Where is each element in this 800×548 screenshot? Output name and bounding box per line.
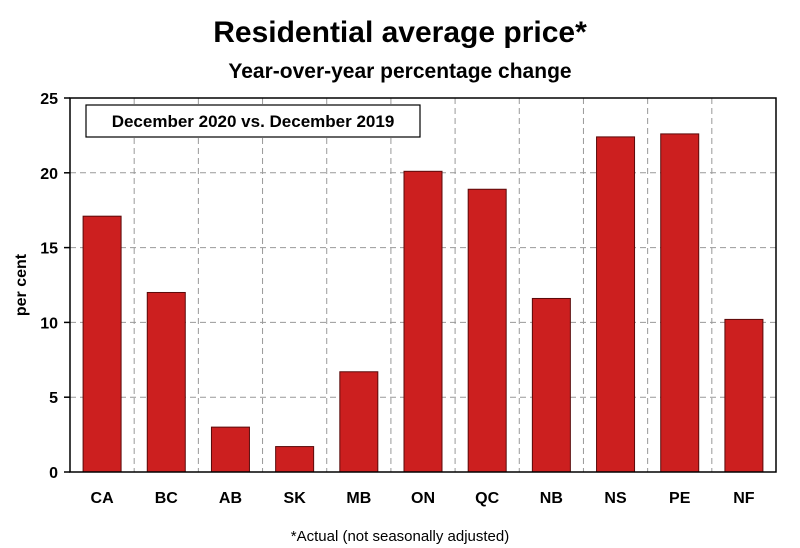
y-tick-label: 15 <box>40 241 58 258</box>
x-tick-label-pe: PE <box>669 490 691 507</box>
bar-bc <box>146 291 186 473</box>
y-tick-label: 5 <box>49 390 58 407</box>
chart-title: Residential average price* <box>213 16 587 49</box>
x-axis-ticks: CA BC AB SK MB ON QC NB NS PE NF <box>91 490 755 507</box>
x-tick-label-ns: NS <box>604 490 627 507</box>
x-tick-label-nf: NF <box>733 490 755 507</box>
legend-frame <box>85 104 421 138</box>
bar-nf <box>724 318 764 473</box>
bar-nb <box>531 297 571 473</box>
plot-frame <box>69 97 777 473</box>
y-tick-label: 10 <box>40 315 58 332</box>
bar-ab <box>210 426 250 473</box>
bar-qc <box>467 188 507 473</box>
bar-ca <box>82 215 122 473</box>
bars <box>82 133 764 473</box>
y-tick-label: 20 <box>40 166 58 183</box>
x-tick-label-ab: AB <box>219 490 242 507</box>
bar-ns <box>596 136 636 473</box>
bar-on <box>403 170 443 473</box>
footnote: *Actual (not seasonally adjusted) <box>291 528 509 545</box>
x-tick-label-nb: NB <box>540 490 563 507</box>
x-tick-label-sk: SK <box>284 490 307 507</box>
x-tick-label-qc: QC <box>475 490 499 507</box>
x-tick-label-on: ON <box>411 490 435 507</box>
y-axis-ticks: 0 5 10 15 20 25 <box>40 91 70 482</box>
bar-sk <box>275 446 315 473</box>
y-axis-label: per cent <box>13 253 30 316</box>
bar-pe <box>660 133 700 473</box>
chart-subtitle: Year-over-year percentage change <box>228 60 571 83</box>
legend-text: December 2020 vs. December 2019 <box>112 112 395 131</box>
y-tick-label: 25 <box>40 91 58 108</box>
y-tick-label: 0 <box>49 465 58 482</box>
legend-box: December 2020 vs. December 2019 <box>85 104 421 138</box>
x-tick-label-mb: MB <box>346 490 371 507</box>
x-tick-label-ca: CA <box>91 490 115 507</box>
bar-mb <box>339 371 379 473</box>
x-tick-label-bc: BC <box>155 490 179 507</box>
